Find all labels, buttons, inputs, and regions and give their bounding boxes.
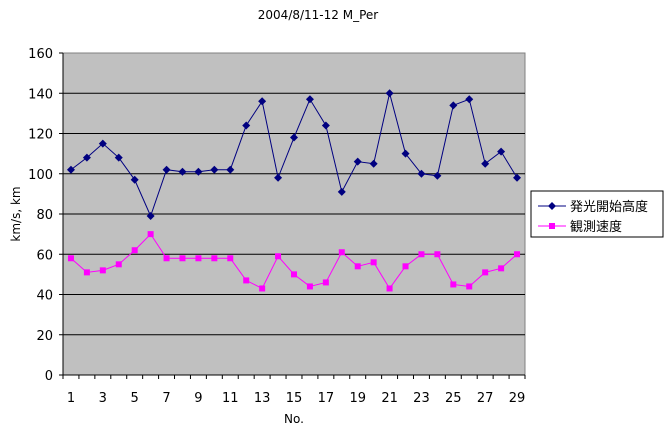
data-point-series-2 [195,255,202,262]
data-point-series-2 [514,251,521,258]
data-point-series-2 [482,269,489,276]
x-tick-label: 7 [162,391,170,406]
y-axis-label: km/s, km [9,186,23,241]
y-tick-label: 100 [28,168,53,183]
x-tick-label: 29 [509,391,526,406]
data-point-series-1 [242,121,251,130]
data-point-series-1 [369,159,378,168]
data-point-series-2 [466,283,473,290]
data-point-series-2 [243,277,250,284]
legend-label-2: 観測速度 [570,219,622,235]
data-point-series-1 [98,139,107,148]
data-point-series-2 [322,279,329,286]
data-point-series-1 [497,147,506,156]
data-point-series-2 [259,285,266,292]
data-point-series-2 [147,231,154,238]
data-point-series-1 [305,95,314,104]
series-layer [66,89,522,292]
x-tick-label: 3 [99,391,107,406]
data-point-series-2 [67,255,74,262]
data-point-series-2 [83,269,90,276]
data-point-series-1 [401,149,410,158]
data-point-series-2 [211,255,218,262]
legend-box [530,190,664,238]
data-point-series-2 [291,271,297,278]
x-axis-ticks: 1 3 5 7 9 11 13 15 17 19 21 23 25 27 29 [62,375,526,406]
data-point-series-1 [146,212,155,221]
y-tick-label: 40 [36,289,53,304]
data-point-series-1 [465,95,474,104]
x-tick-label: 15 [286,391,303,406]
data-point-series-1 [66,165,75,174]
data-point-series-1 [337,187,346,196]
data-point-series-2 [227,255,234,262]
data-point-series-1 [178,167,187,176]
x-tick-label: 17 [318,391,335,406]
x-tick-label: 27 [477,391,494,406]
data-point-series-2 [306,283,313,290]
data-point-series-1 [82,153,91,162]
x-tick-label: 5 [131,391,139,406]
x-tick-label: 13 [254,391,271,406]
data-point-series-2 [386,285,393,292]
x-tick-label: 11 [222,391,239,406]
chart-title: 2004/8/11-12 M_Per [258,8,378,22]
data-point-series-1 [226,165,235,174]
legend-marker-2 [549,223,555,229]
y-tick-label: 0 [45,369,53,384]
x-axis-label: No. [284,412,304,426]
x-tick-label: 9 [194,391,202,406]
data-point-series-2 [275,253,282,260]
data-point-series-1 [114,153,123,162]
data-point-series-1 [162,165,171,174]
data-point-series-1 [417,169,426,178]
legend-marker-1 [548,202,556,210]
data-point-series-1 [290,133,298,142]
data-point-series-1 [274,173,283,182]
y-axis-ticks: 0 20 40 60 80 100 120 140 160 [28,47,525,384]
data-point-series-1 [481,159,490,168]
data-point-series-1 [194,167,203,176]
data-point-series-1 [210,165,219,174]
y-tick-label: 80 [36,208,53,223]
data-point-series-2 [99,267,106,274]
data-point-series-2 [115,261,122,268]
y-tick-label: 60 [36,248,53,263]
data-point-series-2 [450,281,457,288]
y-tick-label: 160 [28,47,53,62]
x-tick-label: 25 [445,391,462,406]
data-point-series-2 [354,263,361,270]
y-tick-label: 140 [28,87,53,102]
data-point-series-2 [498,265,505,272]
x-tick-label: 21 [381,391,398,406]
data-point-series-1 [258,97,267,106]
data-point-series-1 [513,173,522,182]
data-point-series-1 [385,89,394,98]
data-point-series-1 [130,175,139,184]
data-point-series-1 [449,101,458,110]
data-point-series-1 [321,121,330,130]
data-point-series-2 [418,251,425,258]
x-tick-label: 1 [67,391,75,406]
data-point-series-1 [433,171,442,180]
data-point-series-2 [179,255,186,262]
data-point-series-2 [131,247,138,254]
x-tick-label: 19 [349,391,366,406]
legend-label-1: 発光開始高度 [570,199,648,215]
y-tick-label: 120 [28,128,53,143]
data-point-series-2 [338,249,345,256]
data-point-series-2 [434,251,441,258]
x-tick-label: 23 [413,391,430,406]
data-point-series-2 [402,263,409,270]
data-point-series-2 [163,255,170,262]
data-point-series-1 [353,157,362,166]
y-tick-label: 20 [36,329,53,344]
data-point-series-2 [370,259,377,266]
grid-lines [63,92,525,336]
